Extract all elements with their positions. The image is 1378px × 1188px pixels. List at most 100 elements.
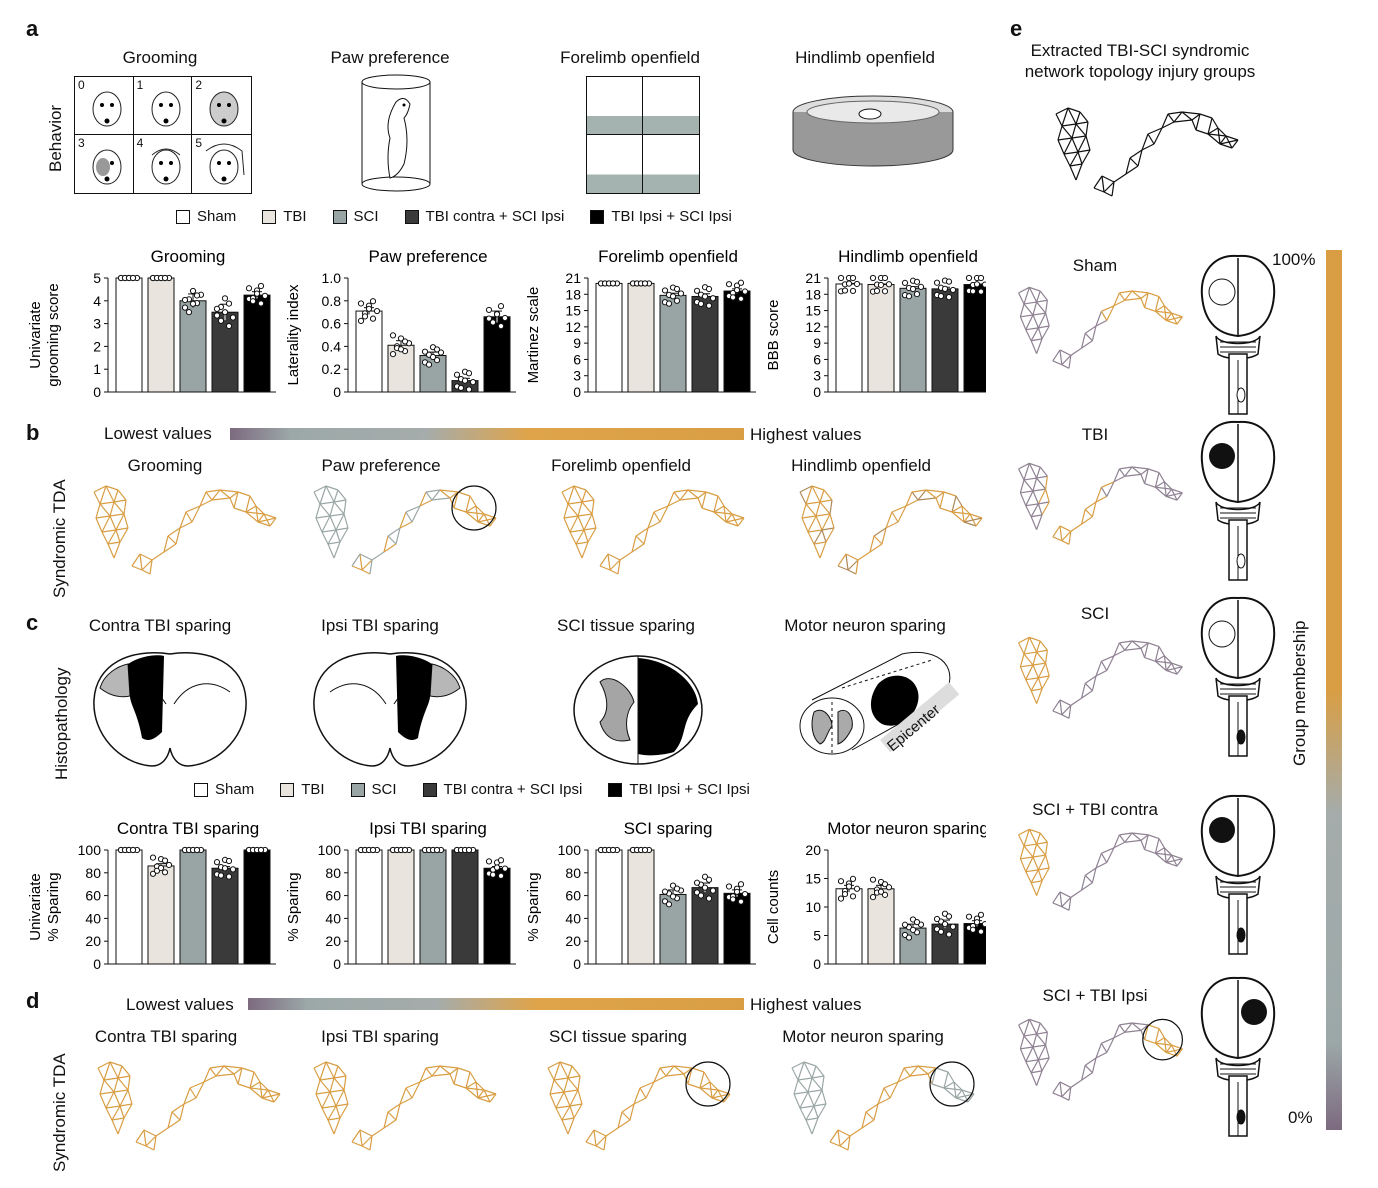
- network-edge: [261, 1089, 269, 1099]
- bar: [723, 892, 751, 965]
- network-edge: [569, 531, 577, 545]
- network-edge: [1052, 1081, 1061, 1094]
- brain-lesion-marker: [1209, 817, 1235, 843]
- bar: [835, 888, 863, 965]
- network-edge: [351, 565, 363, 571]
- network-edge: [325, 485, 335, 503]
- network-edge: [1106, 655, 1115, 671]
- legend-swatch: [422, 782, 437, 797]
- network-edge: [855, 559, 859, 575]
- network-edge: [211, 497, 231, 501]
- network-edge: [569, 1103, 583, 1107]
- network-edge: [333, 541, 341, 559]
- network-edge: [603, 1135, 607, 1151]
- network-edge: [821, 1075, 825, 1091]
- network-edge: [395, 527, 401, 545]
- network-edge: [547, 1061, 561, 1069]
- legend-item: TBI: [262, 208, 307, 225]
- network-edge: [1038, 675, 1050, 679]
- network-edge: [559, 1061, 569, 1079]
- network-edge: [419, 491, 427, 507]
- data-point: [701, 293, 709, 300]
- network-edge: [205, 491, 213, 501]
- network-edge: [1199, 113, 1213, 119]
- network-edge: [327, 1105, 337, 1121]
- bar: [659, 893, 687, 965]
- network-edge: [1075, 111, 1081, 125]
- network-edge: [1045, 300, 1048, 314]
- legend-swatch: [194, 782, 208, 797]
- chart-forelimb: Forelimb openfield Martinez scale 03691215…: [525, 247, 756, 400]
- data-point: [973, 281, 981, 288]
- network-edge: [1041, 325, 1050, 340]
- network-edge: [1023, 1033, 1037, 1037]
- network-edge: [647, 511, 655, 529]
- network-edge: [145, 1145, 155, 1151]
- network-edge: [1061, 355, 1072, 366]
- network-edge: [575, 541, 589, 545]
- network-edge: [813, 1089, 823, 1107]
- network-edge: [1032, 1044, 1046, 1048]
- network-edge: [179, 1103, 185, 1121]
- network-edge: [1018, 834, 1025, 847]
- legend-item: TBI contra + SCI Ipsi: [422, 781, 582, 798]
- network-edge: [155, 1127, 169, 1137]
- network-edge: [925, 489, 945, 493]
- colorbar-high-label-d: Highest values: [750, 995, 862, 1014]
- network-edge: [1144, 1039, 1156, 1044]
- network-edge: [321, 1091, 331, 1109]
- network-edge: [573, 485, 583, 503]
- network-edge: [665, 1073, 685, 1077]
- bar: [867, 888, 895, 965]
- data-point: [401, 338, 409, 345]
- network-edge: [1068, 531, 1072, 545]
- data-point: [493, 864, 501, 871]
- network-edge: [1029, 462, 1041, 468]
- data-point: [369, 846, 377, 854]
- network-edge: [315, 503, 321, 519]
- network-edge: [107, 529, 117, 545]
- network-edge: [95, 515, 111, 519]
- network-edge: [1025, 664, 1034, 680]
- network-edge: [569, 515, 579, 533]
- network-edge: [171, 1103, 185, 1113]
- network-edge: [1084, 675, 1097, 684]
- network-edge: [1166, 492, 1183, 498]
- legend-label: TBI: [283, 208, 307, 225]
- data-point: [493, 311, 501, 318]
- network-edge: [1081, 516, 1093, 525]
- network-edge: [1071, 123, 1077, 139]
- network-edge: [561, 1105, 571, 1121]
- y-tick-label: 20: [325, 933, 341, 949]
- legend-item: SCI: [350, 781, 397, 798]
- network-edge: [1045, 312, 1050, 327]
- data-point: [669, 293, 677, 300]
- network-edge: [1155, 1042, 1167, 1053]
- network-edge: [1113, 642, 1120, 657]
- network-edge: [823, 489, 833, 501]
- network-edge: [1217, 127, 1227, 137]
- grooming-score-label: 3: [78, 136, 85, 150]
- y-tick-label: 10: [805, 899, 821, 915]
- forelimb-frame: [587, 77, 643, 135]
- data-point: [193, 846, 201, 854]
- network-edge: [555, 1107, 563, 1121]
- network-edge: [813, 1103, 827, 1107]
- network-edge: [1081, 149, 1091, 165]
- network-edge: [425, 1067, 433, 1077]
- network-edge: [573, 485, 587, 491]
- y-tick-label: 6: [573, 351, 581, 367]
- network-edge: [1095, 669, 1108, 677]
- network-edge: [563, 515, 579, 519]
- network-edge: [1032, 843, 1038, 858]
- network-edge: [1025, 505, 1032, 517]
- network-edge: [1081, 333, 1086, 349]
- y-tick-label: 5: [813, 928, 821, 944]
- network-edge: [99, 503, 111, 517]
- y-tick-label: 40: [85, 910, 101, 926]
- network-edge: [245, 495, 251, 513]
- network-edge: [667, 499, 681, 507]
- network-edge: [115, 527, 129, 531]
- brain-lesion-marker: [1208, 278, 1236, 306]
- network-edge: [1154, 838, 1160, 854]
